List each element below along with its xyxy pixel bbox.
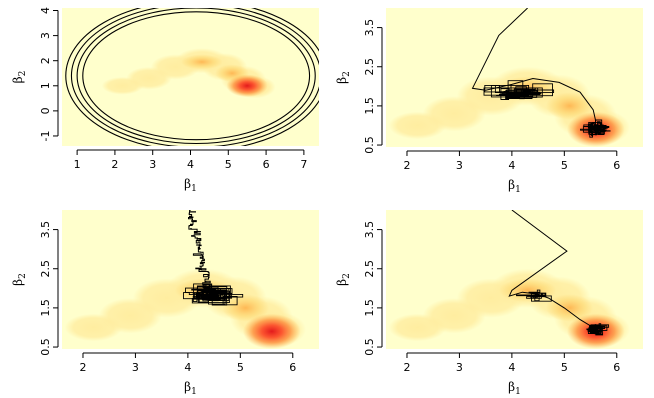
x-tick-label: 7 bbox=[300, 158, 307, 171]
panel-top-right: 2 3 4 5 6 0.5 1.5 2.5 3.5 β1 β2 bbox=[335, 8, 643, 195]
y-tick-label: 4 bbox=[39, 7, 52, 14]
plot-area bbox=[65, 8, 319, 146]
x-tick-label: 2 bbox=[403, 159, 410, 172]
x-axis-label: β1 bbox=[184, 380, 197, 397]
y-axis-label: β2 bbox=[11, 273, 28, 286]
y-tick-label: 3.5 bbox=[39, 221, 52, 239]
density-mid-1 bbox=[221, 294, 270, 322]
x-tick-label: 1 bbox=[74, 158, 81, 171]
axes: 2 3 4 5 6 0.5 1.5 2.5 3.5 β1 β2 bbox=[335, 19, 620, 195]
y-tick-label: 1.5 bbox=[363, 299, 376, 317]
y-tick-label: 0.5 bbox=[39, 338, 52, 356]
trace-cluster-1 bbox=[586, 323, 610, 336]
trace-layer bbox=[65, 8, 319, 146]
x-tick-label: 3 bbox=[132, 361, 139, 374]
contour-ring-2 bbox=[70, 8, 319, 146]
y-axis-label: β2 bbox=[11, 71, 28, 84]
trace-layer bbox=[183, 210, 244, 306]
x-axis-label: β1 bbox=[184, 177, 197, 194]
trace-layer bbox=[471, 8, 611, 138]
x-tick-label: 6 bbox=[613, 361, 620, 374]
y-tick-label: 1.5 bbox=[39, 299, 52, 317]
y-axis-label: β2 bbox=[335, 273, 352, 286]
x-tick-label: 4 bbox=[508, 361, 515, 374]
density-mid-1 bbox=[545, 92, 594, 120]
x-tick-label: 3 bbox=[456, 361, 463, 374]
y-tick-label: -1 bbox=[39, 130, 52, 141]
x-axis-label: β1 bbox=[508, 178, 521, 195]
x-tick-label: 3 bbox=[149, 158, 156, 171]
contour-ring-1 bbox=[76, 8, 316, 145]
y-tick-label: 2.5 bbox=[363, 260, 376, 278]
panel-bottom-left: 2 3 4 5 6 0.5 1.5 2.5 3.5 β1 β2 bbox=[11, 210, 319, 397]
trace-cluster-0 bbox=[483, 80, 555, 100]
x-tick-label: 6 bbox=[263, 158, 270, 171]
y-tick-label: 3.5 bbox=[363, 221, 376, 239]
x-tick-label: 4 bbox=[187, 158, 194, 171]
plot-area bbox=[388, 8, 630, 147]
x-tick-label: 3 bbox=[456, 159, 463, 172]
x-axis-label: β1 bbox=[508, 380, 521, 397]
x-tick-label: 5 bbox=[561, 361, 568, 374]
trace-cluster-0 bbox=[516, 289, 552, 302]
y-axis-label: β2 bbox=[335, 71, 352, 84]
density-mid-0 bbox=[181, 54, 223, 70]
x-tick-label: 2 bbox=[111, 158, 118, 171]
y-tick-label: 2.5 bbox=[363, 58, 376, 76]
y-tick-label: 0 bbox=[39, 107, 52, 114]
plot-area bbox=[388, 210, 630, 349]
y-tick-label: 1 bbox=[39, 82, 52, 89]
plot-area bbox=[64, 210, 306, 349]
x-tick-label: 5 bbox=[225, 158, 232, 171]
trace-cluster-0 bbox=[183, 283, 244, 306]
x-tick-label: 4 bbox=[184, 361, 191, 374]
x-tick-label: 2 bbox=[403, 361, 410, 374]
contour-ring-3 bbox=[65, 8, 319, 146]
axes: 2 3 4 5 6 0.5 1.5 2.5 3.5 β1 β2 bbox=[335, 221, 620, 397]
y-tick-label: 1.5 bbox=[363, 97, 376, 115]
x-tick-label: 4 bbox=[508, 159, 515, 172]
density-peak bbox=[226, 74, 268, 98]
axes: 2 3 4 5 6 0.5 1.5 2.5 3.5 β1 β2 bbox=[11, 221, 296, 397]
trace-walk bbox=[188, 210, 212, 289]
y-tick-label: 2.5 bbox=[39, 260, 52, 278]
trace-layer bbox=[508, 210, 610, 336]
contour-ring-0 bbox=[82, 11, 311, 141]
x-tick-label: 6 bbox=[613, 159, 620, 172]
density-layer bbox=[101, 48, 276, 99]
panel-top-left: 1 2 3 4 5 6 7 -1 0 1 2 3 4 β1 β2 bbox=[11, 7, 319, 194]
x-tick-label: 2 bbox=[79, 361, 86, 374]
density-peak bbox=[242, 313, 301, 349]
y-tick-label: 0.5 bbox=[363, 338, 376, 356]
y-tick-label: 2 bbox=[39, 57, 52, 64]
plot-background bbox=[62, 8, 319, 146]
density-mid-1 bbox=[545, 294, 594, 322]
x-tick-label: 5 bbox=[237, 361, 244, 374]
x-tick-label: 6 bbox=[289, 361, 296, 374]
trace-cluster-1 bbox=[580, 119, 611, 138]
y-tick-label: 0.5 bbox=[363, 136, 376, 154]
y-tick-label: 3 bbox=[39, 32, 52, 39]
axes: 1 2 3 4 5 6 7 -1 0 1 2 3 4 β1 β2 bbox=[11, 7, 307, 194]
x-tick-label: 5 bbox=[561, 159, 568, 172]
panel-bottom-right: 2 3 4 5 6 0.5 1.5 2.5 3.5 β1 β2 bbox=[335, 210, 643, 397]
y-tick-label: 3.5 bbox=[363, 19, 376, 37]
